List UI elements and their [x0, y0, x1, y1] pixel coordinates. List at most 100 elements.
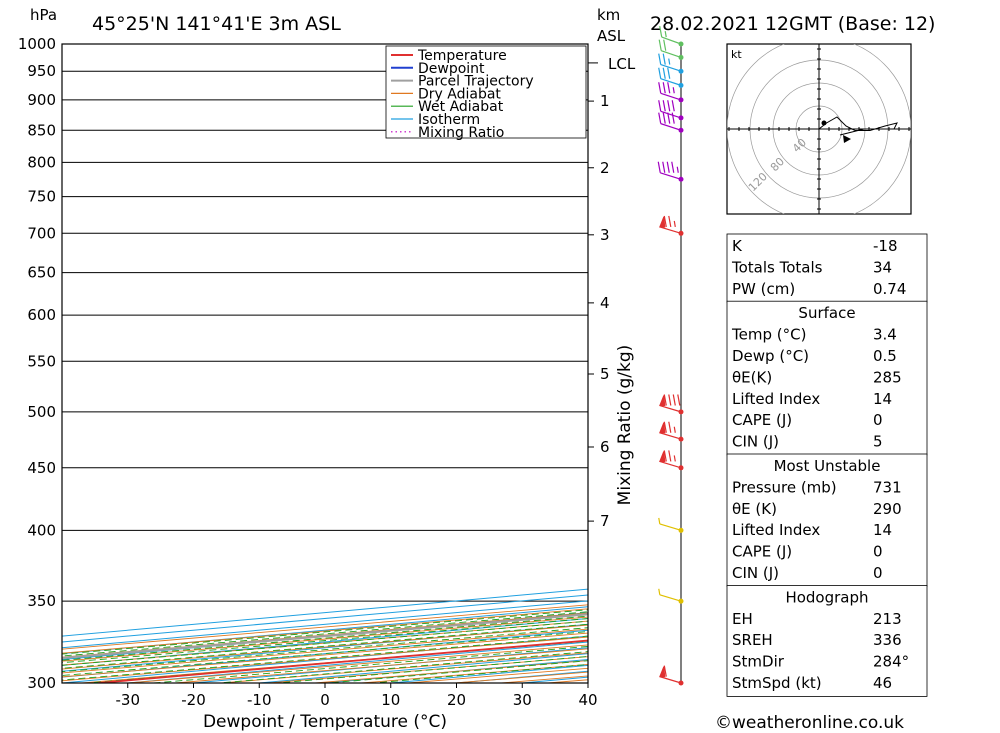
copyright-label: ©weatheronline.co.uk: [715, 713, 904, 733]
index-value: 731: [873, 478, 902, 496]
lcl-label: LCL: [608, 55, 636, 73]
index-label: θE (K): [732, 500, 777, 518]
index-value: 0: [873, 543, 883, 561]
wind-barb-flag: [667, 82, 671, 94]
temperature-tick-label: -20: [181, 691, 206, 709]
wind-barb-staff: [660, 78, 682, 86]
index-label: Lifted Index: [732, 521, 820, 539]
axis-layer: 3003504004505005506006507007508008509009…: [18, 35, 636, 709]
legend-entry: Wet Adiabat: [418, 99, 504, 115]
index-value: 34: [873, 258, 892, 276]
wind-barb-staff: [659, 404, 682, 413]
index-label: PW (cm): [732, 280, 795, 298]
wind-barb-flag: [677, 394, 681, 406]
index-value: 0: [873, 564, 883, 582]
wind-barb-staff: [660, 92, 682, 101]
pressure-tick-label: 700: [27, 224, 56, 242]
index-label: CAPE (J): [732, 411, 792, 429]
index-label: θE(K): [732, 368, 772, 386]
wind-barb: [659, 394, 684, 415]
wind-barb: [659, 25, 684, 47]
wind-barb-staff: [659, 226, 682, 234]
hodograph-unit-label: kt: [731, 48, 742, 61]
index-value: 0.74: [873, 280, 906, 298]
legend-box: [385, 45, 587, 139]
wind-barb-staff: [661, 36, 682, 45]
wind-barb: [658, 112, 684, 133]
index-value: 3.4: [873, 326, 897, 344]
index-value: 213: [873, 610, 902, 628]
km-tick-label: 7: [600, 512, 610, 530]
wind-barb-pennant: [659, 395, 666, 407]
wind-barb-half-flag: [668, 58, 671, 65]
wind-barb-dot: [678, 598, 684, 604]
wind-barb-dot: [678, 127, 684, 133]
wind-barb-half-flag: [676, 166, 679, 173]
index-value: 46: [873, 674, 892, 692]
wind-barb-pennant: [659, 666, 666, 678]
wind-barb-flag: [662, 53, 666, 65]
plot-frame: [61, 43, 589, 684]
hodograph-start-dot: [821, 120, 827, 126]
wind-barb-dot: [678, 527, 684, 533]
pressure-tick-label: 650: [27, 264, 56, 282]
legend-entry: Mixing Ratio: [418, 125, 504, 141]
index-table-title: Most Unstable: [774, 457, 881, 475]
wind-barb-pennant: [659, 422, 666, 434]
wind-barb-flag: [667, 112, 671, 124]
wind-barb-pennant: [659, 451, 666, 462]
wind-barb-flag: [658, 100, 662, 112]
pressure-tick-label: 1000: [18, 35, 56, 53]
wind-barb-flag: [658, 53, 662, 65]
wind-barb-flag: [671, 112, 675, 124]
legend-entry: Isotherm: [418, 112, 480, 128]
wind-barb-flag: [667, 100, 671, 112]
index-label: EH: [732, 610, 753, 628]
wind-barb-staff: [660, 64, 682, 72]
wind-barb-pennant: [659, 216, 666, 228]
pressure-tick-label: 400: [27, 521, 56, 539]
wind-barb-flag: [662, 67, 666, 79]
wind-barb-flag: [668, 450, 672, 462]
index-label: K: [732, 237, 743, 255]
temperature-tick-label: -10: [247, 691, 272, 709]
wind-barb: [658, 82, 684, 103]
wind-barb: [658, 100, 684, 121]
wind-barb-dot: [678, 41, 684, 47]
wind-barb-half-flag: [672, 87, 675, 94]
grid-layer: [62, 44, 588, 683]
wind-barb-flag: [668, 421, 672, 433]
index-value: 284°: [873, 653, 909, 671]
wind-barb-half-flag: [673, 455, 676, 462]
index-table-box: [726, 585, 928, 697]
wind-barb: [659, 215, 684, 236]
wind-barb-staff: [660, 110, 682, 119]
datetime-label: 28.02.2021 12GMT (Base: 12): [650, 13, 935, 35]
km-unit-label: km: [597, 6, 620, 24]
wind-barb-flag: [663, 665, 667, 677]
wind-barb-half-flag: [658, 588, 661, 595]
index-table-box: [726, 453, 928, 587]
wind-barb-dot: [678, 82, 684, 88]
wind-barb-dot: [678, 680, 684, 686]
index-value: 14: [873, 521, 892, 539]
wind-barb: [659, 665, 684, 686]
index-value: 14: [873, 390, 892, 408]
pressure-unit-label: hPa: [30, 6, 57, 24]
index-value: 5: [873, 433, 883, 451]
temperature-tick-label: 20: [447, 691, 466, 709]
pressure-tick-label: 350: [27, 592, 56, 610]
index-label: Lifted Index: [732, 390, 820, 408]
pressure-tick-label: 600: [27, 306, 56, 324]
index-label: StmSpd (kt): [732, 674, 822, 692]
wind-barb-flag: [657, 161, 661, 173]
index-value: 336: [873, 631, 902, 649]
wind-barb-flag: [667, 67, 671, 79]
km-tick-label: 1: [600, 92, 610, 110]
wind-barb-flag: [659, 25, 663, 38]
pressure-tick-label: 950: [27, 62, 56, 80]
wind-barb-staff: [660, 123, 682, 131]
mixing-ratio-axis-title: Mixing Ratio (g/kg): [615, 345, 635, 506]
index-label: SREH: [732, 631, 773, 649]
